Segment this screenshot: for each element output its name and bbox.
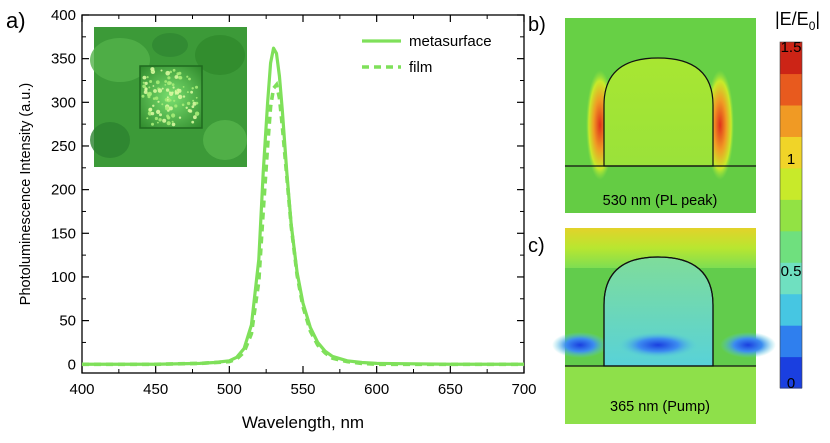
x-axis-label: Wavelength, nm [242,413,364,432]
colorbar-cell [780,199,802,232]
particle-outline-b [603,57,714,167]
y-tick-label: 350 [51,51,76,68]
x-tick-label: 700 [511,381,536,398]
y-tick-label: 0 [68,356,76,373]
colorbar-tick-label: 1 [787,151,795,168]
colorbar-cell [780,42,802,75]
colorbar-tick-label: 0 [787,375,795,392]
panel-label-c: c) [528,235,545,257]
caption-530nm: 530 nm (PL peak) [603,193,718,209]
y-tick-label: 250 [51,138,76,155]
colorbar-title: |E/E0| [775,9,820,33]
colorbar-cell [780,262,802,295]
y-tick-label: 150 [51,225,76,242]
inset-micrograph [90,27,247,167]
colorbar-cell [780,104,802,137]
field-map-365nm: 365 nm (Pump) [552,228,776,424]
y-tick-label: 300 [51,94,76,111]
colorbar-cell [780,293,802,326]
legend: metasurface film [362,33,492,76]
y-tick-label: 100 [51,269,76,286]
y-tick-label: 50 [59,313,76,330]
legend-label-metasurface: metasurface [409,33,492,50]
series-film-line [82,80,524,367]
panel-label-b: b) [528,14,546,36]
colorbar-cell [780,356,802,389]
x-tick-label: 450 [143,381,168,398]
x-tick-label: 400 [69,381,94,398]
colorbar-cell [780,167,802,200]
field-map-530nm: 530 nm (PL peak) [565,18,756,213]
y-axis-label: Photoluminescence Intensity (a.u.) [18,83,34,305]
colorbar: |E/E0| 1.5 1 0.5 0 [775,9,820,392]
y-axis-ticks: 0 50 100 150 200 250 300 350 400 [51,7,524,373]
colorbar-cell [780,136,802,169]
caption-365nm: 365 nm (Pump) [610,399,710,415]
x-tick-label: 650 [438,381,463,398]
colorbar-cell [780,73,802,106]
colorbar-cell [780,325,802,358]
panel-label-a: a) [6,8,26,33]
colorbar-tick-label: 0.5 [781,263,802,280]
x-tick-label: 600 [364,381,389,398]
legend-label-film: film [409,59,432,76]
x-tick-label: 500 [217,381,242,398]
x-axis-ticks: 400 450 500 550 600 650 700 [69,15,537,398]
colorbar-cell [780,230,802,263]
colorbar-tick-label: 1.5 [781,39,802,56]
x-tick-label: 550 [290,381,315,398]
y-tick-label: 200 [51,182,76,199]
y-tick-label: 400 [51,7,76,24]
